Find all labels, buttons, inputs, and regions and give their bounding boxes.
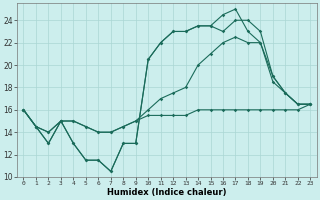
X-axis label: Humidex (Indice chaleur): Humidex (Indice chaleur) (107, 188, 227, 197)
